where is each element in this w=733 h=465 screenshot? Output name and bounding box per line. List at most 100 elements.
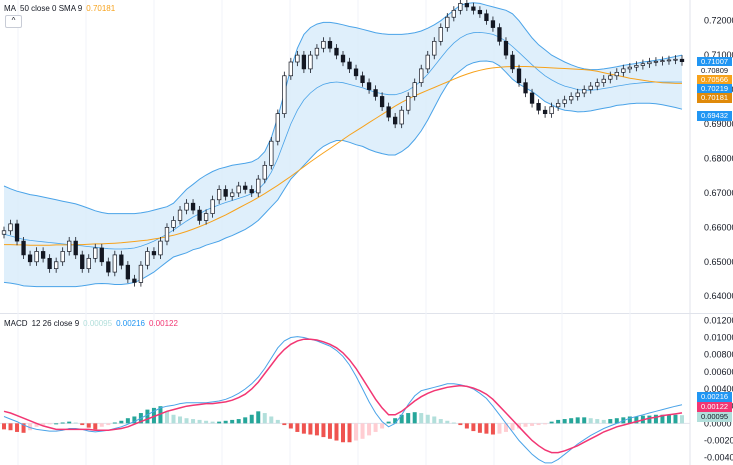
histogram-bar (477, 423, 482, 433)
histogram-bar (386, 421, 391, 424)
candle-body (151, 251, 157, 256)
histogram-bar (549, 421, 554, 424)
histogram-bar (41, 423, 46, 426)
histogram-bar (680, 415, 684, 424)
candle-body (308, 54, 313, 70)
candle-body (164, 226, 170, 242)
candle-body (614, 71, 619, 77)
ma-legend-params: 50 close 0 SMA 9 (20, 4, 83, 13)
histogram-bar (484, 423, 489, 434)
histogram-bar (341, 423, 345, 443)
candle-body (230, 192, 235, 197)
price-pane[interactable] (1, 0, 685, 288)
candle-body (595, 82, 600, 87)
bollinger-basis-line (3, 31, 682, 250)
candle-body (347, 61, 352, 70)
histogram-bar (145, 409, 150, 424)
candle-body (54, 261, 59, 270)
histogram-bar (223, 420, 228, 424)
candle-body (132, 278, 137, 283)
histogram-bar (536, 423, 541, 426)
candle-body (588, 85, 593, 90)
histogram-bar (21, 423, 26, 433)
histogram-bar (354, 423, 359, 441)
candle-body (34, 251, 39, 263)
candle-body (340, 54, 346, 63)
collapse-legend-button[interactable]: ^ (5, 15, 22, 28)
histogram-bar (204, 420, 209, 424)
histogram-bar (660, 414, 665, 424)
histogram-bar (73, 422, 78, 424)
candle-body (249, 189, 254, 194)
histogram-bar (47, 423, 52, 425)
histogram-bar (197, 419, 202, 424)
candle-body (184, 202, 189, 211)
candle-body (243, 185, 248, 190)
candle-body (145, 251, 150, 266)
histogram-bar (510, 423, 515, 431)
candle-body (47, 257, 52, 270)
price-tag: 0.69432 (697, 111, 732, 121)
candle-body (510, 54, 515, 70)
macd-legend-hist: 0.00095 (83, 319, 113, 328)
histogram-bar (393, 418, 398, 424)
histogram-bar (543, 423, 548, 425)
macd-axis-label: -0.00200 (704, 436, 733, 446)
macd-axis-label: 0.0000 (704, 418, 732, 428)
candle-body (477, 9, 483, 15)
candle-body (393, 116, 398, 125)
histogram-bar (8, 423, 13, 431)
histogram-bar (562, 419, 567, 424)
histogram-bar (569, 418, 574, 424)
histogram-bar (243, 417, 248, 424)
histogram-bar (230, 419, 235, 424)
histogram-bar (419, 413, 424, 424)
candle-body (334, 47, 339, 56)
chevron-up-icon: ^ (11, 16, 16, 25)
histogram-bar (608, 419, 613, 424)
candle-body (171, 220, 176, 228)
candle-body (119, 254, 124, 266)
ma-legend: MA 50 close 0 SMA 9 0.70181 (4, 4, 119, 13)
macd-legend-macd: 0.00216 (116, 319, 145, 328)
histogram-bar (438, 419, 443, 424)
candle-body (451, 9, 456, 18)
histogram-bar (314, 423, 319, 436)
histogram-bar (256, 411, 261, 424)
histogram-bar (347, 423, 352, 443)
candle-body (1, 230, 7, 235)
candle-body (197, 209, 202, 221)
candle-body (490, 20, 496, 28)
macd-pane[interactable] (0, 336, 690, 464)
candle-body (627, 66, 632, 70)
histogram-bar (432, 416, 437, 424)
candle-body (406, 96, 411, 111)
candle-body (366, 82, 372, 90)
candle-body (608, 75, 613, 80)
candle-body (634, 65, 639, 68)
price-tag: 0.70809 (697, 66, 732, 76)
histogram-bar (425, 414, 430, 424)
candle-body (562, 99, 567, 104)
candle-body (464, 3, 470, 8)
histogram-bar (132, 416, 137, 424)
candle-body (190, 202, 196, 211)
candle-body (269, 140, 274, 166)
histogram-bar (275, 419, 280, 424)
macd-legend-signal: 0.00122 (149, 319, 178, 328)
candle-body (660, 60, 665, 62)
histogram-bar (236, 419, 241, 424)
histogram-bar (653, 414, 658, 424)
histogram-bar (262, 413, 267, 424)
candle-body (419, 68, 424, 84)
candle-body (666, 59, 672, 62)
histogram-bar (634, 416, 639, 424)
candle-body (8, 223, 13, 232)
histogram-bar (295, 423, 300, 432)
histogram-bar (471, 423, 476, 432)
histogram-bar (601, 419, 606, 424)
